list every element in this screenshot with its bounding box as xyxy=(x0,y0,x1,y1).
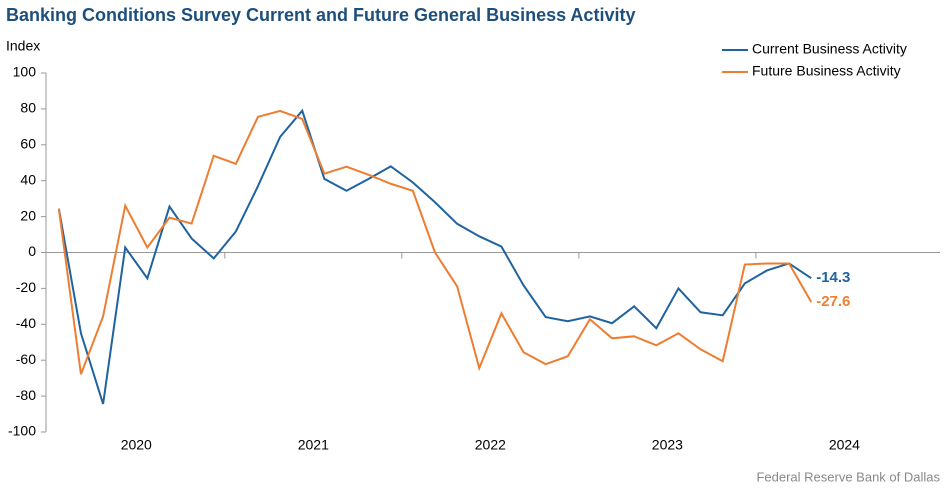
end-label: -14.3 xyxy=(816,269,850,286)
x-tick-label: 2024 xyxy=(829,437,860,453)
x-tick-label: 2020 xyxy=(121,437,152,453)
y-tick-label: 60 xyxy=(20,136,36,152)
y-tick-label: -20 xyxy=(16,279,36,295)
y-tick-label: 0 xyxy=(28,243,36,259)
x-tick-label: 2023 xyxy=(652,437,683,453)
y-tick-label: 20 xyxy=(20,207,36,223)
legend-label: Future Business Activity xyxy=(752,63,901,79)
y-tick-label: 80 xyxy=(20,100,36,116)
y-axis-label: Index xyxy=(6,38,40,54)
source: Federal Reserve Bank of Dallas xyxy=(756,469,940,484)
line-series xyxy=(57,109,813,375)
y-tick-label: -100 xyxy=(8,423,36,439)
y-tick-label: -40 xyxy=(16,315,36,331)
x-tick-label: 2021 xyxy=(298,437,329,453)
legend-label: Current Business Activity xyxy=(752,41,907,57)
y-tick-label: 40 xyxy=(20,171,36,187)
line-series xyxy=(57,108,812,405)
y-tick-label: -80 xyxy=(16,387,36,403)
y-tick-label: -60 xyxy=(16,351,36,367)
x-tick-label: 2022 xyxy=(475,437,506,453)
end-label: -27.6 xyxy=(816,293,850,310)
chart-title: Banking Conditions Survey Current and Fu… xyxy=(6,5,635,25)
y-tick-label: 100 xyxy=(13,64,37,80)
